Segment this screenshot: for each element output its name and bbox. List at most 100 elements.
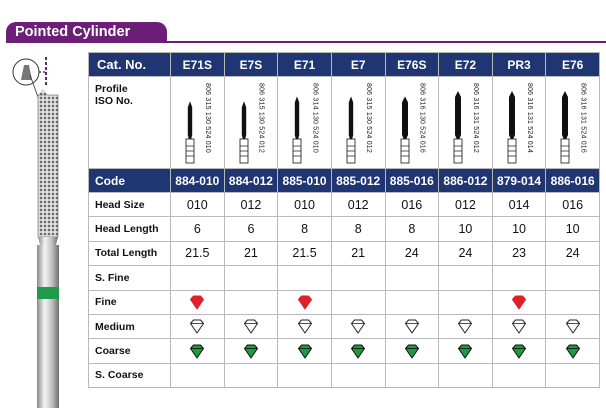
- coarse-cell: [384, 338, 440, 364]
- fine-row: Fine: [88, 289, 600, 315]
- head-size-value: 016: [384, 191, 440, 218]
- bur-profile-icon: [292, 96, 302, 164]
- medium-cell: [491, 313, 547, 340]
- head-length-value: 8: [384, 216, 440, 242]
- s-fine-cell: [223, 265, 279, 291]
- section-divider: [6, 41, 606, 43]
- head-length-value: 8: [330, 216, 386, 242]
- spec-table: Cat. No. E71S E7S E71 E7 E76S E72 PR3 E76 Profile…: [88, 52, 600, 389]
- catalog-number: E72: [438, 52, 493, 77]
- head-length-value: 10: [545, 216, 600, 242]
- coarse-row: Coarse: [88, 338, 600, 364]
- fine-cell: [223, 289, 279, 315]
- coarse-cell: [223, 338, 279, 364]
- head-length-label: Head Length: [88, 216, 171, 242]
- s-coarse-label: S. Coarse: [88, 362, 171, 389]
- section-title: Pointed Cylinder: [15, 24, 131, 40]
- catalog-number: E71S: [170, 52, 225, 77]
- total-length-value: 24: [438, 240, 493, 267]
- iso-number: 806 315 130 524 012: [257, 83, 265, 153]
- bur-profile-icon: [453, 91, 463, 164]
- total-length-value: 23: [491, 240, 547, 267]
- iso-number: 806 316 131 524 012: [472, 83, 480, 153]
- bur-profile-cell: 806 316 131 524 014: [491, 76, 547, 169]
- coarse-cell: [170, 338, 225, 364]
- bur-profile-cell: 806 315 130 524 010: [170, 76, 225, 169]
- medium-cell: [438, 313, 493, 340]
- product-code: 884-010: [170, 168, 225, 193]
- total-length-value: 21: [330, 240, 386, 267]
- head-size-value: 016: [545, 191, 600, 218]
- fine-cell: [277, 289, 332, 315]
- green-diamond-icon: [565, 344, 580, 359]
- red-diamond-icon: [512, 295, 527, 310]
- green-diamond-icon: [190, 344, 205, 359]
- iso-label-text: ISO No.: [95, 95, 133, 107]
- head-size-value: 010: [170, 191, 225, 218]
- s-coarse-cell: [545, 362, 600, 389]
- fine-cell: [384, 289, 440, 315]
- green-diamond-icon: [297, 344, 312, 359]
- head-length-value: 6: [170, 216, 225, 242]
- bur-profile-icon: [560, 91, 570, 164]
- bur-profile-cell: 806 315 130 524 012: [330, 76, 386, 169]
- fine-cell: [170, 289, 225, 315]
- total-length-row: Total Length 21.5 21 21.5 21 24 24 23 24: [88, 240, 600, 267]
- s-coarse-cell: [384, 362, 440, 389]
- fine-cell: [491, 289, 547, 315]
- medium-label: Medium: [88, 313, 171, 340]
- section-title-tab: Pointed Cylinder: [6, 22, 167, 42]
- product-code: 885-010: [277, 168, 332, 193]
- iso-number: 806 316 131 524 016: [579, 83, 587, 153]
- head-length-value: 10: [438, 216, 493, 242]
- s-fine-cell: [330, 265, 386, 291]
- head-size-value: 012: [223, 191, 279, 218]
- s-fine-label: S. Fine: [88, 265, 171, 291]
- outline-diamond-icon: [404, 319, 419, 334]
- s-coarse-cell: [330, 362, 386, 389]
- iso-number: 806 316 130 524 016: [418, 83, 426, 153]
- total-length-value: 21.5: [277, 240, 332, 267]
- bur-profile-cell: 806 315 130 524 012: [223, 76, 279, 169]
- profile-label: Profile ISO No.: [88, 76, 171, 169]
- fine-cell: [545, 289, 600, 315]
- s-fine-cell: [277, 265, 332, 291]
- s-fine-cell: [491, 265, 547, 291]
- s-fine-cell: [545, 265, 600, 291]
- red-diamond-icon: [190, 295, 205, 310]
- s-coarse-row: S. Coarse: [88, 362, 600, 389]
- catalog-number: E76: [545, 52, 600, 77]
- iso-number: 806 315 130 524 010: [204, 83, 211, 153]
- catalog-number: E7S: [223, 52, 279, 77]
- code-row: Code 884-010 884-012 885-010 885-012 885-016 8…: [88, 168, 600, 193]
- s-coarse-cell: [438, 362, 493, 389]
- green-diamond-icon: [404, 344, 419, 359]
- product-code: 879-014: [491, 168, 547, 193]
- outline-diamond-icon: [351, 319, 366, 334]
- coarse-label: Coarse: [88, 338, 171, 364]
- coarse-cell: [491, 338, 547, 364]
- head-length-value: 10: [491, 216, 547, 242]
- coarse-cell: [277, 338, 332, 364]
- profile-label-text: Profile: [95, 83, 128, 95]
- total-length-label: Total Length: [88, 240, 171, 267]
- bur-illustration: [12, 57, 59, 408]
- fine-cell: [438, 289, 493, 315]
- s-fine-cell: [384, 265, 440, 291]
- code-label: Code: [88, 168, 171, 193]
- iso-number: 806 316 131 524 014: [525, 83, 533, 153]
- outline-diamond-icon: [243, 319, 258, 334]
- fine-cell: [330, 289, 386, 315]
- bur-profile-icon: [185, 101, 195, 164]
- head-size-value: 010: [277, 191, 332, 218]
- bur-profile-cell: 806 316 131 524 016: [545, 76, 600, 169]
- product-code: 885-016: [384, 168, 440, 193]
- bur-profile-icon: [400, 96, 409, 164]
- medium-cell: [545, 313, 600, 340]
- medium-cell: [384, 313, 440, 340]
- catalog-number: E71: [277, 52, 332, 77]
- green-diamond-icon: [351, 344, 366, 359]
- head-length-row: Head Length 6 6 8 8 8 10 10 10: [88, 216, 600, 242]
- bur-profile-cell: 806 316 130 524 016: [384, 76, 440, 169]
- head-size-label: Head Size: [88, 191, 171, 218]
